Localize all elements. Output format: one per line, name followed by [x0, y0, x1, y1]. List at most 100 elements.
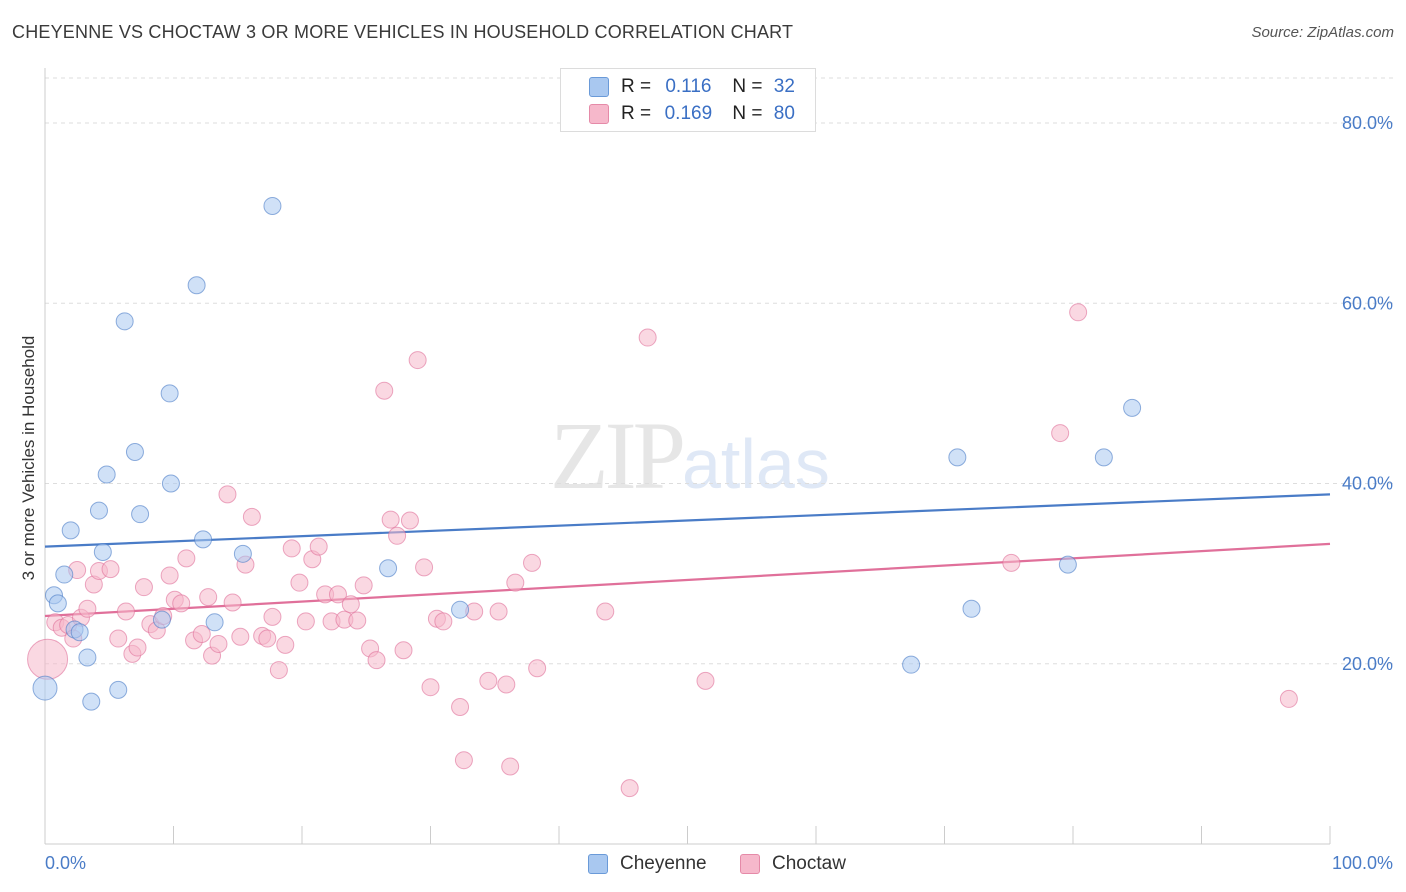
data-point-choctaw [282, 539, 301, 558]
data-point-cheyenne [70, 623, 89, 642]
trend-line-choctaw [44, 542, 1331, 618]
r-value: 0.116 [665, 76, 712, 97]
data-point-choctaw [1051, 424, 1070, 443]
data-point-choctaw [276, 635, 295, 654]
data-point-choctaw [128, 638, 147, 657]
data-point-choctaw [421, 678, 440, 697]
cheyenne-swatch [589, 77, 609, 97]
data-point-cheyenne [48, 594, 67, 613]
data-point-choctaw [638, 328, 657, 347]
data-point-choctaw [348, 611, 367, 630]
data-point-cheyenne [32, 675, 58, 701]
trend-lines [44, 493, 1331, 618]
data-point-choctaw [1279, 689, 1298, 708]
data-point-cheyenne [93, 543, 112, 562]
data-point-choctaw [367, 651, 386, 670]
x-tick-label: 0.0% [45, 853, 86, 873]
data-point-choctaw [309, 537, 328, 556]
data-point-cheyenne [948, 448, 967, 467]
watermark: ZIPatlas [550, 400, 830, 511]
data-point-choctaw [231, 627, 250, 646]
data-point-cheyenne [451, 600, 470, 619]
data-point-choctaw [172, 594, 191, 613]
data-point-choctaw [408, 351, 427, 370]
data-point-choctaw [489, 602, 508, 621]
data-point-cheyenne [205, 613, 224, 632]
n-value: 80 [773, 103, 795, 124]
data-point-cheyenne [82, 692, 101, 711]
data-point-cheyenne [263, 196, 282, 215]
data-point-cheyenne [187, 276, 206, 295]
data-point-choctaw [341, 595, 360, 614]
data-point-choctaw [296, 612, 315, 631]
data-point-cheyenne [125, 442, 144, 461]
data-point-choctaw [506, 573, 525, 592]
data-point-choctaw [78, 599, 97, 618]
data-point-cheyenne [115, 312, 134, 331]
data-point-choctaw [596, 602, 615, 621]
choctaw-legend-swatch [740, 854, 760, 874]
data-point-cheyenne [1123, 398, 1142, 417]
data-point-choctaw [199, 588, 218, 607]
data-point-cheyenne [1058, 555, 1077, 574]
r-label: R = [621, 103, 652, 124]
data-point-cheyenne [61, 521, 80, 540]
legend-label: Cheyenne [620, 853, 707, 874]
data-point-cheyenne [962, 599, 981, 618]
data-point-choctaw [479, 671, 498, 690]
stats-row-choctaw: R = 0.169 N = 80 [589, 102, 795, 126]
data-point-cheyenne [194, 530, 213, 549]
r-value: 0.169 [664, 103, 713, 124]
stats-legend: R = 0.116 N = 32 R = 0.169 N = 80 [560, 68, 816, 132]
axes [44, 68, 1331, 845]
chart-title: CHEYENNE VS CHOCTAW 3 OR MORE VEHICLES I… [12, 22, 794, 42]
y-tick-label: 40.0% [1342, 474, 1393, 494]
data-point-choctaw [290, 573, 309, 592]
data-point-choctaw [160, 566, 179, 585]
data-point-cheyenne [78, 648, 97, 667]
data-point-choctaw [434, 612, 453, 631]
data-point-choctaw [134, 578, 153, 597]
data-point-cheyenne [379, 559, 398, 578]
data-point-choctaw [696, 671, 715, 690]
data-point-choctaw [116, 602, 135, 621]
data-point-cheyenne [109, 680, 128, 699]
data-points [27, 196, 1298, 798]
n-label: N = [732, 76, 763, 97]
data-point-choctaw [354, 576, 373, 595]
data-point-choctaw [501, 757, 520, 776]
data-point-choctaw [523, 553, 542, 572]
legend-label: Choctaw [772, 853, 846, 874]
y-tick-label: 60.0% [1342, 293, 1393, 313]
data-point-cheyenne [1094, 448, 1113, 467]
n-label: N = [732, 103, 763, 124]
data-point-cheyenne [902, 655, 921, 674]
n-value: 32 [773, 76, 795, 97]
data-point-choctaw [101, 560, 120, 579]
source-credit: Source: ZipAtlas.com [1251, 24, 1394, 41]
data-point-choctaw [394, 641, 413, 660]
data-point-cheyenne [160, 384, 179, 403]
tick-labels: 20.0% 40.0% 60.0% 80.0% 0.0% 100.0% [45, 113, 1393, 873]
y-tick-label: 80.0% [1342, 113, 1393, 133]
data-point-choctaw [242, 507, 261, 526]
data-point-choctaw [192, 625, 211, 644]
grid-lines [45, 77, 1393, 665]
data-point-choctaw [223, 593, 242, 612]
data-point-cheyenne [131, 505, 150, 524]
data-point-choctaw [218, 485, 237, 504]
trend-line-cheyenne [44, 493, 1331, 548]
data-point-choctaw [375, 381, 394, 400]
data-point-choctaw [269, 661, 288, 680]
data-point-choctaw [177, 549, 196, 568]
choctaw-swatch [589, 104, 609, 124]
data-point-choctaw [209, 634, 228, 653]
y-axis-title: 3 or more Vehicles in Household [19, 336, 38, 581]
data-point-choctaw [1069, 303, 1088, 322]
data-point-choctaw [1002, 553, 1021, 572]
data-point-choctaw [381, 510, 400, 529]
data-point-cheyenne [55, 565, 74, 584]
data-point-choctaw [27, 638, 69, 680]
watermark-atlas: atlas [682, 425, 830, 503]
